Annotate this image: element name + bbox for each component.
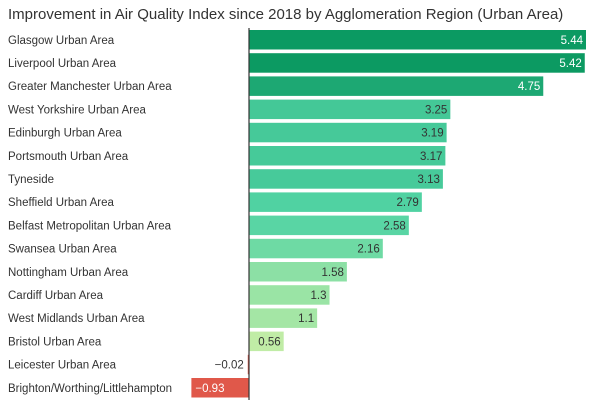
bar-portsmouth-urban-area (249, 146, 446, 166)
chart-rows: Glasgow Urban Area 5.44 Liverpool Urban Ar… (8, 30, 586, 398)
value-label-tyneside: 3.13 (418, 174, 440, 186)
category-label-greater-manchester-urban-area: Greater Manchester Urban Area (8, 81, 172, 93)
category-label-bristol-urban-area: Bristol Urban Area (8, 336, 102, 348)
value-label-leicester-urban-area: −0.02 (215, 360, 244, 372)
value-label-belfast-metropolitan-urban-area: 2.58 (383, 220, 405, 232)
bar-sheffield-urban-area (249, 192, 422, 212)
category-label-west-midlands-urban-area: West Midlands Urban Area (8, 313, 145, 325)
category-label-liverpool-urban-area: Liverpool Urban Area (8, 58, 117, 70)
value-label-cardiff-urban-area: 1.3 (311, 290, 327, 302)
bar-swansea-urban-area (249, 238, 383, 259)
category-label-brighton-worthing-littlehampton: Brighton/Worthing/Littlehampton (8, 383, 172, 395)
category-label-swansea-urban-area: Swansea Urban Area (8, 244, 117, 256)
bar-brighton-worthing-littlehampton (191, 378, 249, 398)
bar-west-midlands-urban-area (249, 308, 318, 328)
category-label-portsmouth-urban-area: Portsmouth Urban Area (8, 151, 129, 163)
bar-glasgow-urban-area (249, 30, 586, 50)
bar-nottingham-urban-area (249, 262, 347, 282)
bar-greater-manchester-urban-area (249, 76, 544, 96)
value-label-bristol-urban-area: 0.56 (258, 336, 280, 348)
value-label-swansea-urban-area: 2.16 (357, 244, 379, 256)
value-label-nottingham-urban-area: 1.58 (321, 267, 343, 279)
category-label-edinburgh-urban-area: Edinburgh Urban Area (8, 128, 122, 140)
bar-west-yorkshire-urban-area (249, 99, 451, 120)
value-label-liverpool-urban-area: 5.42 (559, 58, 581, 70)
bar-cardiff-urban-area (249, 285, 330, 305)
category-label-cardiff-urban-area: Cardiff Urban Area (8, 290, 104, 302)
category-label-west-yorkshire-urban-area: West Yorkshire Urban Area (8, 104, 146, 116)
value-label-portsmouth-urban-area: 3.17 (420, 151, 442, 163)
value-label-edinburgh-urban-area: 3.19 (421, 128, 443, 140)
bar-edinburgh-urban-area (249, 122, 447, 143)
category-label-sheffield-urban-area: Sheffield Urban Area (8, 197, 115, 209)
value-label-sheffield-urban-area: 2.79 (396, 197, 418, 209)
bar-leicester-urban-area (247, 354, 249, 375)
bar-liverpool-urban-area (249, 53, 585, 73)
category-label-leicester-urban-area: Leicester Urban Area (8, 360, 117, 372)
chart-title: Improvement in Air Quality Index since 2… (8, 6, 563, 23)
category-label-tyneside: Tyneside (8, 174, 54, 186)
bar-bristol-urban-area (249, 331, 284, 352)
category-label-belfast-metropolitan-urban-area: Belfast Metropolitan Urban Area (8, 220, 172, 232)
bar-belfast-metropolitan-urban-area (249, 215, 409, 236)
value-label-west-yorkshire-urban-area: 3.25 (425, 104, 447, 116)
value-label-west-midlands-urban-area: 1.1 (298, 313, 314, 325)
category-label-glasgow-urban-area: Glasgow Urban Area (8, 35, 115, 47)
bar-tyneside (249, 169, 443, 189)
value-label-brighton-worthing-littlehampton: −0.93 (195, 383, 224, 395)
value-label-greater-manchester-urban-area: 4.75 (518, 81, 540, 93)
category-label-nottingham-urban-area: Nottingham Urban Area (8, 267, 129, 279)
value-label-glasgow-urban-area: 5.44 (561, 35, 584, 47)
